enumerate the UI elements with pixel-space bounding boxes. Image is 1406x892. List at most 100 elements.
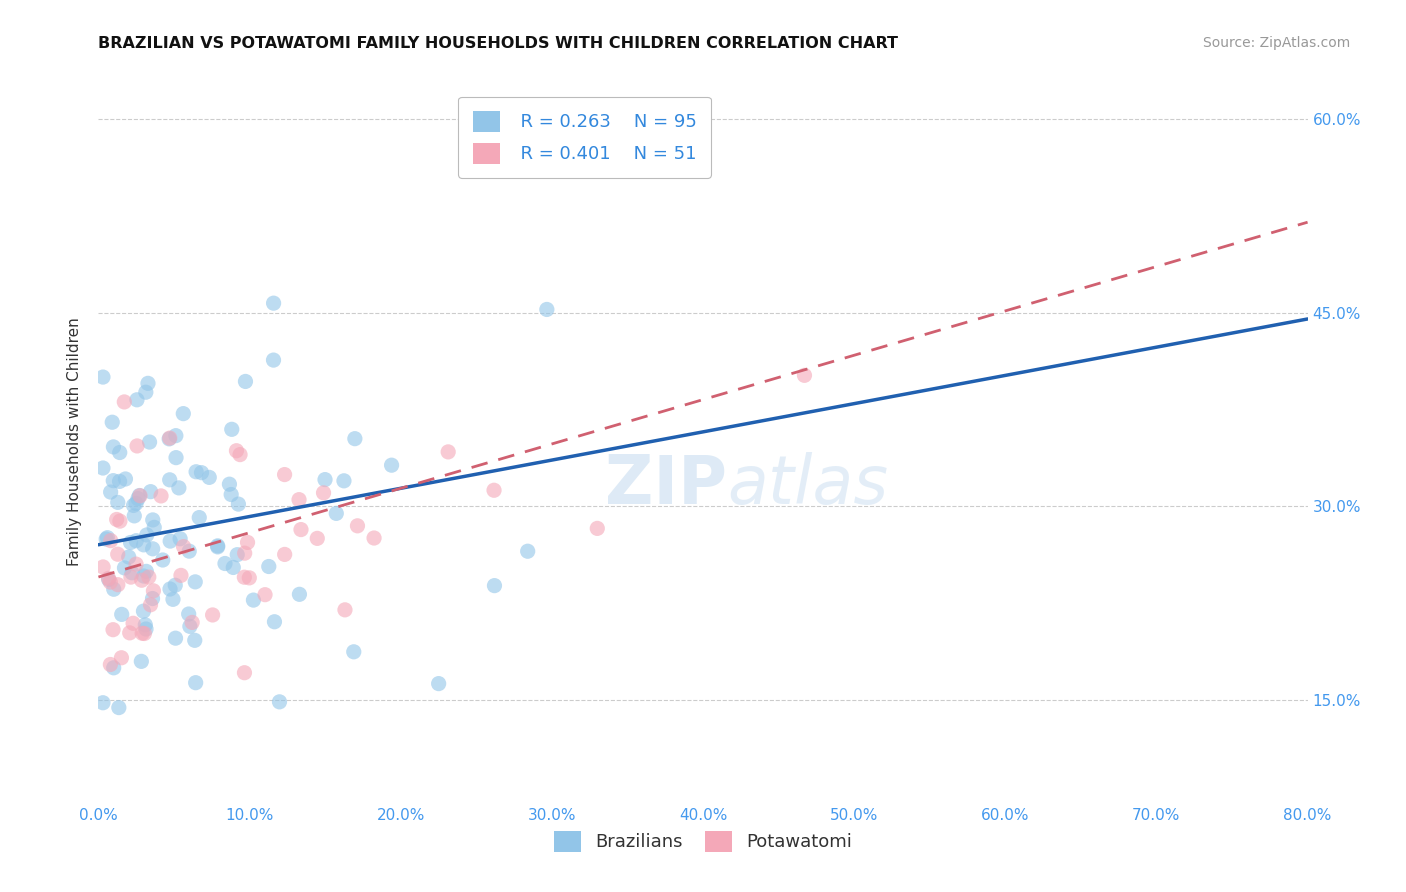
Point bbox=[343, 432, 366, 446]
Point bbox=[120, 570, 142, 584]
Point bbox=[257, 559, 280, 574]
Point bbox=[100, 657, 122, 672]
Point bbox=[198, 470, 221, 484]
Point bbox=[96, 531, 118, 545]
Point bbox=[129, 489, 152, 503]
Point bbox=[141, 591, 163, 606]
Point bbox=[107, 495, 129, 509]
Point bbox=[103, 440, 125, 454]
Point bbox=[118, 625, 141, 640]
Point bbox=[122, 616, 145, 631]
Point bbox=[229, 448, 252, 462]
Y-axis label: Family Households with Children: Family Households with Children bbox=[67, 318, 83, 566]
Point bbox=[173, 540, 195, 554]
Point bbox=[135, 622, 157, 636]
Point bbox=[263, 615, 285, 629]
Point bbox=[110, 650, 132, 665]
Point bbox=[100, 533, 122, 548]
Point bbox=[142, 583, 165, 598]
Point bbox=[290, 523, 312, 537]
Point bbox=[263, 353, 285, 368]
Point bbox=[91, 461, 114, 475]
Point bbox=[134, 618, 156, 632]
Point bbox=[177, 607, 200, 621]
Point bbox=[167, 481, 190, 495]
Point bbox=[228, 497, 250, 511]
Point bbox=[184, 465, 207, 479]
Point bbox=[312, 486, 335, 500]
Point bbox=[91, 696, 114, 710]
Point bbox=[142, 541, 165, 556]
Point bbox=[111, 607, 134, 622]
Point bbox=[107, 547, 129, 561]
Point bbox=[135, 528, 157, 542]
Point bbox=[516, 544, 538, 558]
Point bbox=[225, 443, 247, 458]
Point bbox=[98, 575, 121, 590]
Point bbox=[108, 445, 131, 459]
Point bbox=[188, 510, 211, 524]
Point bbox=[179, 544, 201, 558]
Point bbox=[97, 573, 120, 587]
Point bbox=[314, 473, 336, 487]
Point bbox=[135, 565, 157, 579]
Point bbox=[101, 623, 124, 637]
Point bbox=[165, 428, 187, 442]
Point bbox=[132, 569, 155, 583]
Point bbox=[184, 574, 207, 589]
Point bbox=[134, 626, 156, 640]
Point bbox=[363, 531, 385, 545]
Point bbox=[381, 458, 404, 473]
Point bbox=[343, 645, 366, 659]
Point bbox=[536, 302, 558, 317]
Point bbox=[136, 376, 159, 391]
Point bbox=[437, 445, 460, 459]
Point bbox=[122, 499, 145, 513]
Point bbox=[131, 573, 153, 587]
Text: atlas: atlas bbox=[727, 452, 889, 518]
Point bbox=[159, 534, 181, 549]
Point bbox=[793, 368, 815, 383]
Point bbox=[236, 535, 259, 549]
Point bbox=[114, 561, 136, 575]
Point bbox=[288, 587, 311, 601]
Point bbox=[96, 532, 118, 546]
Point bbox=[105, 512, 128, 526]
Point bbox=[127, 439, 149, 453]
Point bbox=[142, 513, 165, 527]
Point bbox=[157, 432, 180, 446]
Point bbox=[238, 571, 260, 585]
Point bbox=[139, 598, 162, 612]
Point bbox=[219, 487, 242, 501]
Point bbox=[125, 557, 148, 571]
Point bbox=[221, 422, 243, 436]
Point bbox=[91, 560, 114, 574]
Point bbox=[135, 385, 157, 400]
Point bbox=[152, 553, 174, 567]
Text: BRAZILIAN VS POTAWATOMI FAMILY HOUSEHOLDS WITH CHILDREN CORRELATION CHART: BRAZILIAN VS POTAWATOMI FAMILY HOUSEHOLD… bbox=[98, 36, 898, 51]
Point bbox=[131, 654, 153, 668]
Point bbox=[114, 472, 136, 486]
Point bbox=[333, 474, 356, 488]
Point bbox=[150, 489, 173, 503]
Point bbox=[107, 577, 129, 591]
Point bbox=[108, 514, 131, 528]
Point bbox=[184, 633, 207, 648]
Point bbox=[120, 535, 142, 549]
Point bbox=[269, 695, 291, 709]
Point bbox=[121, 566, 143, 580]
Point bbox=[427, 676, 450, 690]
Point bbox=[162, 592, 184, 607]
Point bbox=[165, 631, 187, 645]
Point bbox=[159, 473, 181, 487]
Point bbox=[143, 520, 166, 534]
Point bbox=[325, 507, 347, 521]
Point bbox=[181, 615, 204, 630]
Point bbox=[307, 532, 329, 546]
Point bbox=[226, 548, 249, 562]
Point bbox=[125, 533, 148, 548]
Point bbox=[165, 450, 187, 465]
Point bbox=[253, 588, 276, 602]
Point bbox=[233, 570, 256, 584]
Point bbox=[103, 582, 125, 597]
